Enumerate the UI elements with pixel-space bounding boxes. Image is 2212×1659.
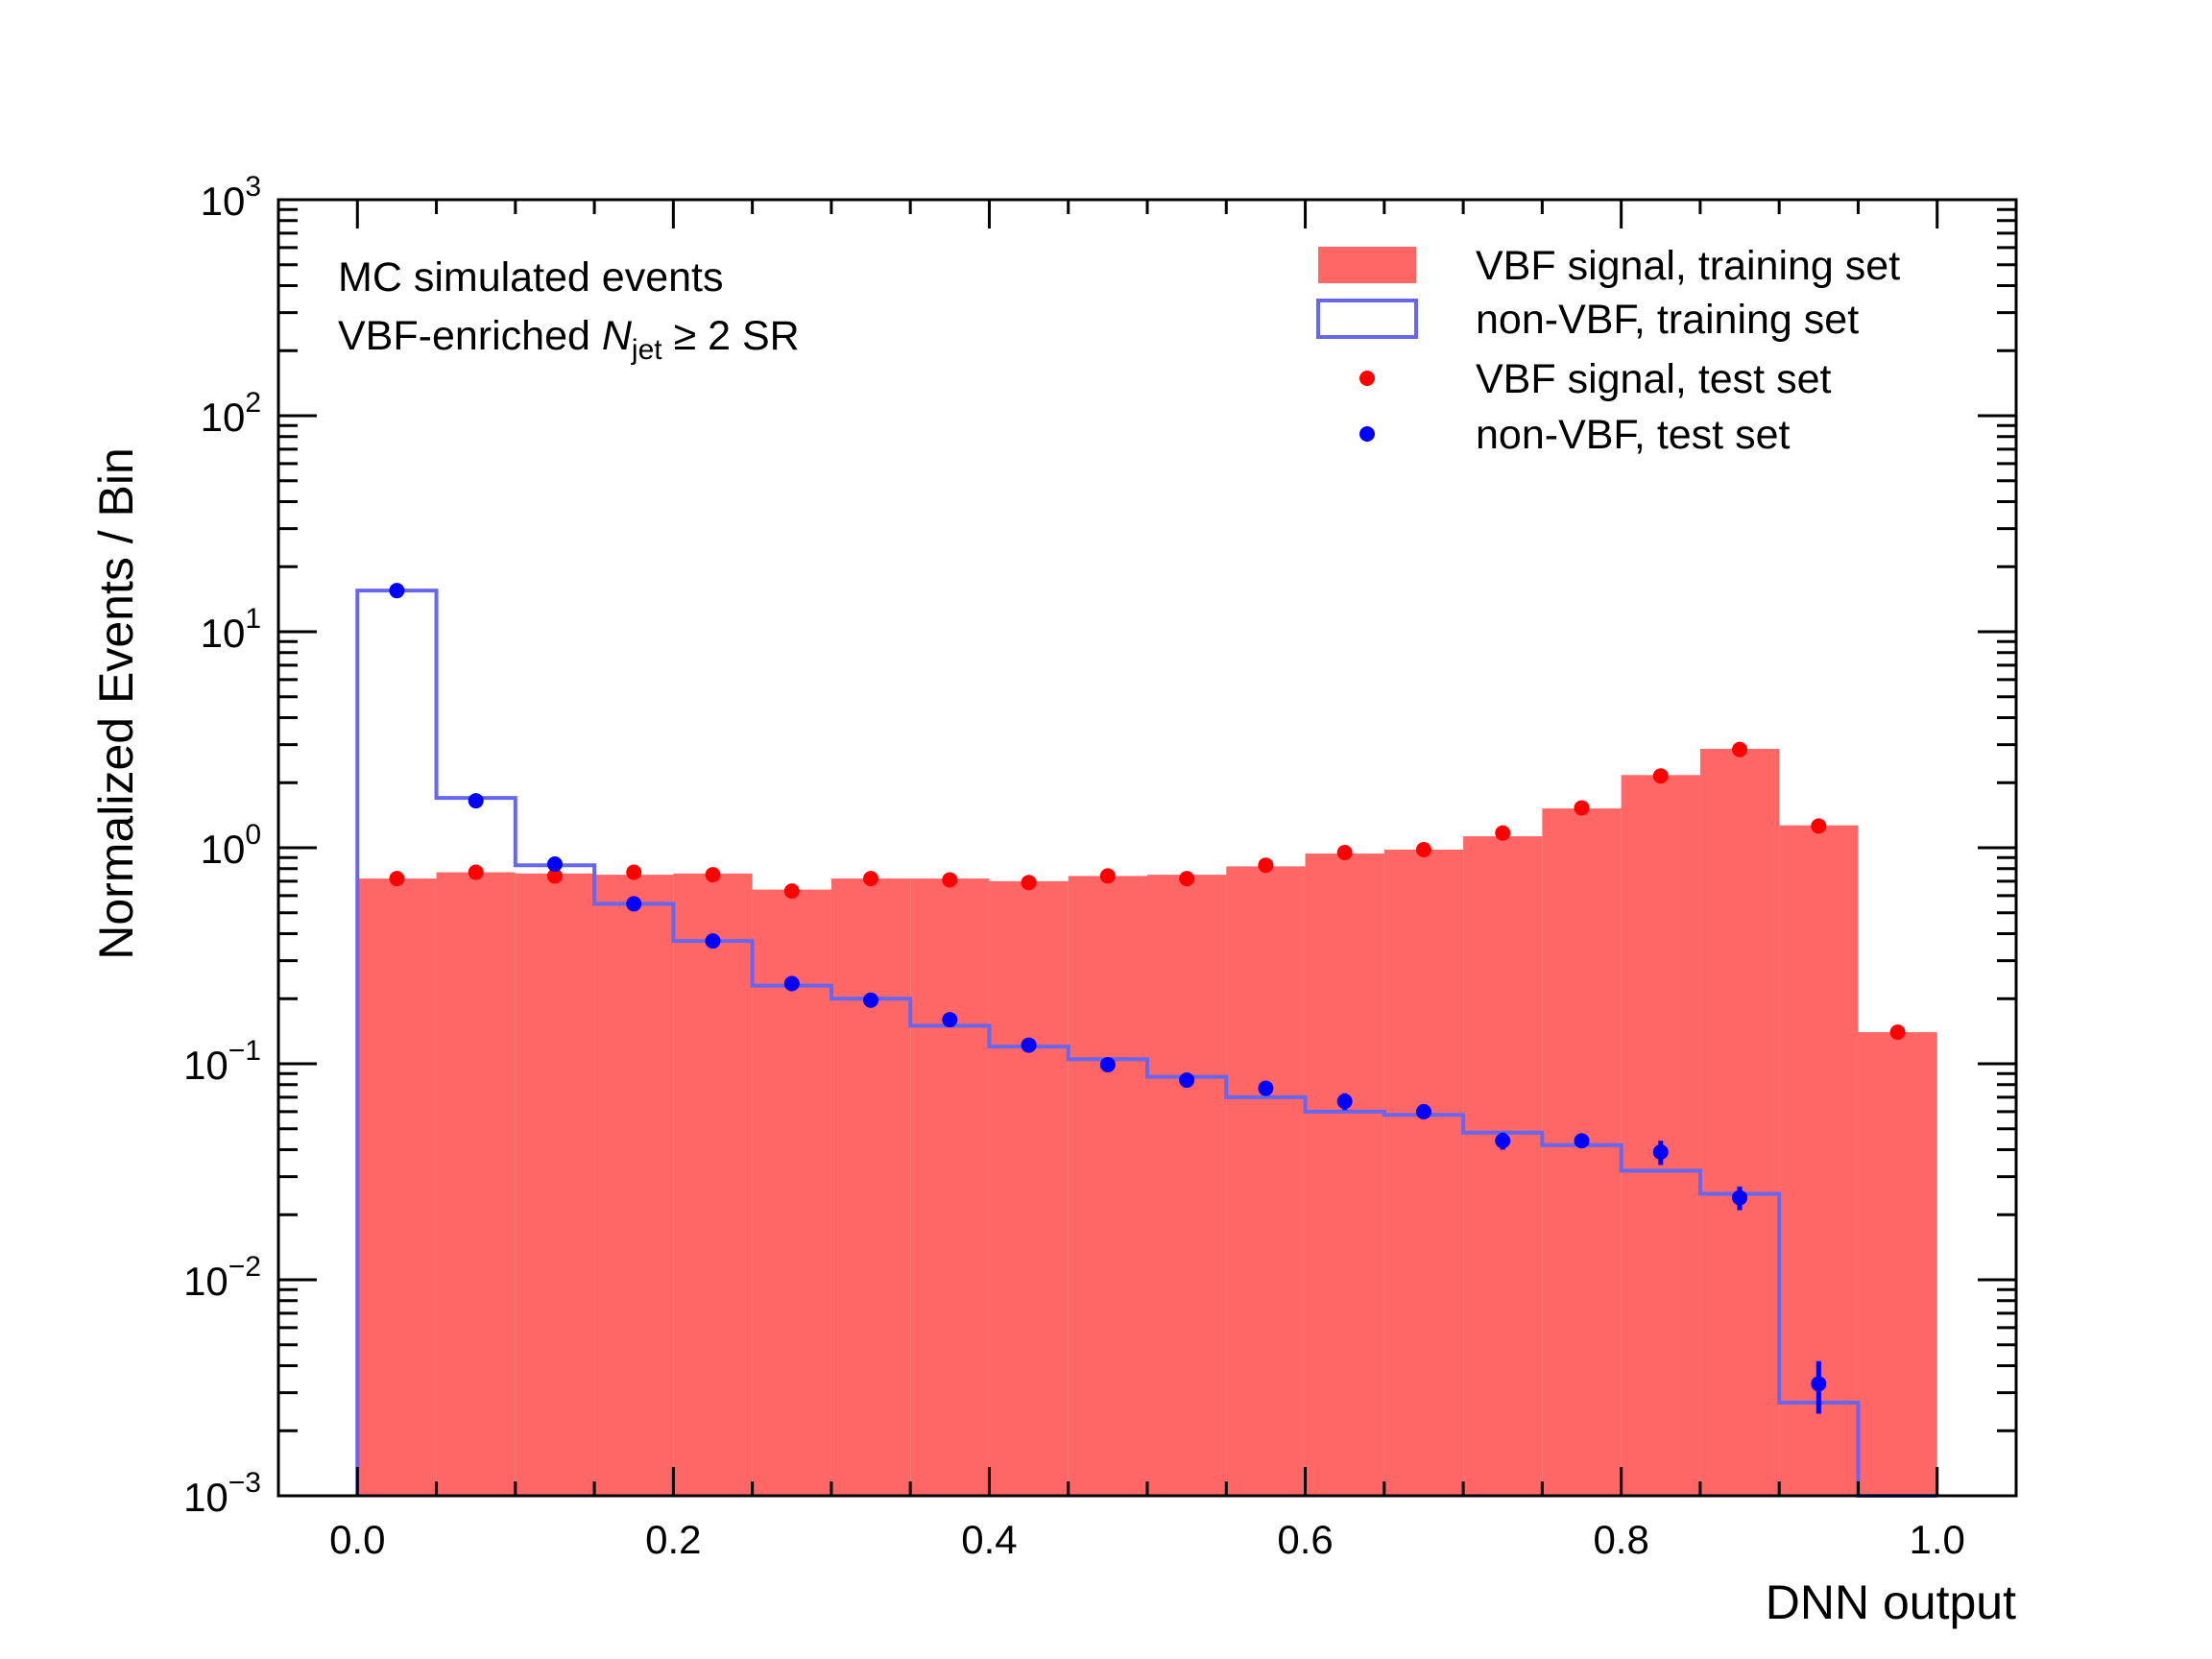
non-vbf-test-marker — [1099, 1056, 1116, 1072]
vbf-test-marker — [942, 872, 958, 888]
vbf-training-bar — [1068, 876, 1147, 1496]
non-vbf-test-marker — [626, 896, 642, 912]
non-vbf-test-marker — [1336, 1094, 1353, 1110]
annotation-n-symbol: N — [602, 313, 633, 359]
vbf-training-bar — [1383, 849, 1464, 1496]
vbf-test-marker — [468, 864, 484, 880]
vbf-test-marker — [1179, 871, 1195, 887]
vbf-training-bar — [357, 878, 437, 1496]
x-tick-label: 0.0 — [329, 1517, 385, 1562]
vbf-training-bar — [1542, 808, 1622, 1496]
axes: 0.0 0.2 0.4 0.6 0.8 1.0 10−3 10−2 10−1 100 101 102 1… — [183, 171, 2018, 1562]
x-axis-label: DNN output — [1766, 1575, 2016, 1629]
annotation-suffix: ≥ 2 SR — [662, 313, 800, 359]
annotation-subscript: jet — [631, 334, 662, 366]
non-vbf-test-marker — [1652, 1144, 1669, 1161]
vbf-training-bar — [515, 873, 595, 1496]
vbf-training-bar — [673, 873, 753, 1496]
vbf-training-bar — [1621, 775, 1700, 1496]
non-vbf-test-marker — [942, 1012, 958, 1028]
vbf-test-marker — [626, 864, 642, 880]
x-tick-label: 1.0 — [1910, 1517, 1965, 1562]
vbf-test-marker — [546, 868, 563, 884]
annotation-line-2: VBF-enriched Njet ≥ 2 SR — [338, 313, 800, 366]
non-vbf-test-marker — [546, 856, 563, 873]
vbf-training-bar — [1699, 748, 1780, 1496]
non-vbf-test-marker — [1179, 1072, 1195, 1089]
vbf-test-marker — [1652, 768, 1669, 784]
y-tick-label: 10−1 — [183, 1035, 261, 1088]
non-vbf-test-marker — [1732, 1190, 1748, 1206]
non-vbf-test-marker — [1574, 1133, 1590, 1149]
non-vbf-test-marker — [1495, 1133, 1511, 1149]
non-vbf-test-marker — [705, 933, 721, 950]
vbf-training-bar — [910, 878, 990, 1496]
vbf-test-marker — [863, 871, 879, 887]
vbf-test-marker — [1415, 841, 1431, 857]
vbf-training-bar — [989, 880, 1069, 1496]
vbf-training-bar — [1463, 836, 1543, 1496]
non-vbf-test-marker — [863, 992, 879, 1008]
non-vbf-training-step — [355, 589, 1937, 1498]
legend-marker — [1359, 426, 1375, 442]
vbf-test-marker — [1336, 845, 1353, 861]
legend-marker — [1359, 371, 1375, 386]
legend-label: VBF signal, test set — [1476, 356, 1831, 402]
annotation-text: VBF-enriched — [338, 313, 602, 359]
x-tick-label: 0.4 — [961, 1517, 1017, 1562]
vbf-test-marker — [1021, 875, 1037, 891]
vbf-test-marker — [1811, 818, 1827, 834]
vbf-test-marker — [389, 871, 405, 887]
legend-swatch-non-vbf-training — [1316, 299, 1418, 339]
legend-label: VBF signal, training set — [1476, 243, 1900, 289]
y-axis-label: Normalized Events / Bin — [89, 447, 143, 960]
vbf-test-marker — [1099, 868, 1116, 884]
vbf-training-bar — [594, 875, 674, 1496]
vbf-training-bar — [1858, 1032, 1937, 1496]
x-tick-label: 0.6 — [1277, 1517, 1333, 1562]
legend: VBF signal, training set non-VBF, trainin… — [1316, 243, 1900, 458]
vbf-training-bar — [830, 878, 911, 1496]
legend-label: non-VBF, test set — [1476, 412, 1790, 458]
legend-swatch-vbf-training — [1318, 247, 1416, 283]
vbf-test-marker — [783, 883, 800, 900]
vbf-test-marker — [1495, 825, 1511, 841]
x-tick-label: 0.8 — [1593, 1517, 1648, 1562]
vbf-test-marker — [1732, 741, 1748, 757]
vbf-test-marker — [705, 867, 721, 883]
vbf-test-marker — [1574, 800, 1590, 816]
non-vbf-test-marker — [1021, 1037, 1037, 1053]
plot-area — [355, 583, 1937, 1498]
vbf-test-marker — [1889, 1024, 1906, 1041]
y-tick-label: 10−3 — [183, 1467, 261, 1520]
y-tick-label: 103 — [201, 171, 261, 224]
vbf-training-bar — [1305, 854, 1384, 1496]
y-tick-label: 102 — [201, 387, 261, 440]
legend-label: non-VBF, training set — [1476, 297, 1859, 343]
non-vbf-test-marker — [1415, 1103, 1431, 1119]
non-vbf-test-marker — [1811, 1376, 1827, 1392]
vbf-training-bar — [1147, 875, 1227, 1496]
vbf-training-bar — [1226, 866, 1306, 1496]
vbf-test-marker — [1258, 857, 1274, 874]
x-tick-label: 0.2 — [645, 1517, 701, 1562]
non-vbf-test-marker — [783, 975, 800, 992]
y-tick-label: 100 — [201, 819, 261, 872]
annotation-line-1: MC simulated events — [338, 254, 724, 301]
y-tick-label: 101 — [201, 603, 261, 656]
non-vbf-test-marker — [1258, 1080, 1274, 1096]
vbf-training-bar — [436, 872, 516, 1496]
non-vbf-test-marker — [468, 793, 484, 809]
non-vbf-test-marker — [389, 583, 405, 599]
y-tick-label: 10−2 — [183, 1251, 261, 1304]
